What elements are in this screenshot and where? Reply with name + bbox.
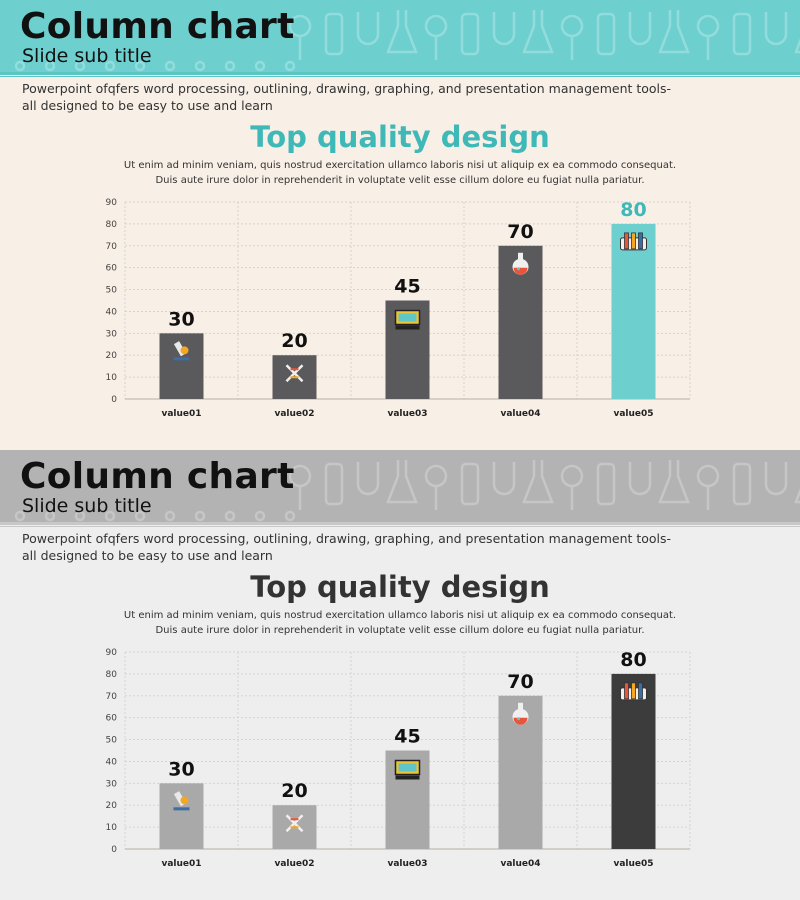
chart-grid (124, 201, 691, 400)
intro-line: all designed to be easy to use and learn (22, 98, 273, 113)
intro-text: Powerpoint ofqfers word processing, outl… (22, 530, 702, 564)
category-label: value02 (274, 409, 314, 419)
y-tick-label: 0 (111, 845, 117, 855)
monitor-icon (394, 309, 421, 330)
y-tick-label: 80 (106, 220, 118, 230)
category-label: value04 (500, 859, 540, 869)
dna-icon (285, 814, 304, 833)
slide-title: Column chart (20, 456, 295, 497)
flask-icon (512, 252, 529, 275)
data-label: 80 (620, 199, 646, 221)
test-tubes-icon (620, 232, 647, 251)
slide-gray: Column chart Slide sub title Powerpoint … (0, 450, 800, 900)
category-label: value05 (613, 409, 653, 419)
y-tick-label: 40 (106, 307, 118, 317)
chart-grid (124, 651, 691, 850)
slide-subtitle: Slide sub title (22, 45, 152, 67)
category-label: value04 (500, 409, 540, 419)
science-pattern-icon (14, 10, 800, 72)
header-rule-thin (0, 76, 800, 77)
chart-description: Ut enim ad minim veniam, quis nostrud ex… (0, 608, 800, 638)
intro-line: all designed to be easy to use and learn (22, 548, 273, 563)
microscope-icon (173, 791, 190, 811)
description-line: Ut enim ad minim veniam, quis nostrud ex… (123, 160, 677, 171)
header-band (0, 0, 800, 72)
y-tick-label: 20 (106, 801, 118, 811)
data-label: 70 (507, 671, 533, 693)
data-label: 20 (281, 330, 307, 352)
y-tick-label: 0 (111, 395, 117, 405)
science-pattern-icon (14, 460, 800, 522)
y-tick-label: 50 (106, 736, 118, 746)
y-tick-label: 70 (106, 692, 118, 702)
column-chart: 0 10 20 30 40 50 60 70 80 90 30 value01 20 value02 45 v… (106, 648, 691, 869)
y-tick-label: 20 (106, 351, 118, 361)
dna-icon (285, 364, 304, 383)
bar-value01 (159, 333, 204, 399)
category-label: value03 (387, 409, 427, 419)
slide-title: Column chart (20, 6, 295, 47)
y-tick-label: 80 (106, 670, 118, 680)
y-tick-label: 60 (106, 264, 118, 274)
data-label: 80 (620, 649, 646, 671)
y-tick-label: 90 (106, 648, 118, 658)
data-label: 70 (507, 221, 533, 243)
y-tick-label: 50 (106, 286, 118, 296)
description-line: Duis aute irure dolor in reprehenderit i… (155, 175, 645, 186)
category-label: value03 (387, 859, 427, 869)
data-label: 30 (168, 308, 194, 330)
y-tick-label: 90 (106, 198, 118, 208)
bar-value05 (611, 223, 656, 399)
bar-value01 (159, 783, 204, 849)
header-band (0, 450, 800, 522)
data-label: 20 (281, 780, 307, 802)
bar-value05 (611, 673, 656, 849)
category-label: value01 (161, 859, 201, 869)
description-line: Ut enim ad minim veniam, quis nostrud ex… (123, 610, 677, 621)
y-tick-label: 60 (106, 714, 118, 724)
flask-icon (512, 702, 529, 725)
data-label: 45 (394, 276, 420, 298)
chart-description: Ut enim ad minim veniam, quis nostrud ex… (0, 158, 800, 188)
y-tick-label: 10 (106, 373, 118, 383)
slide-subtitle: Slide sub title (22, 495, 152, 517)
test-tubes-icon (620, 682, 647, 701)
intro-line: Powerpoint ofqfers word processing, outl… (22, 531, 672, 546)
header-rule-thin (0, 526, 800, 527)
y-tick-label: 30 (106, 329, 118, 339)
y-tick-label: 30 (106, 779, 118, 789)
category-label: value01 (161, 409, 201, 419)
category-label: value05 (613, 859, 653, 869)
slide-teal: Column chart Slide sub title Powerpoint … (0, 0, 800, 450)
category-label: value02 (274, 859, 314, 869)
microscope-icon (173, 341, 190, 361)
column-chart: 0 10 20 30 40 50 60 70 80 90 30 value01 20 value02 45 v… (106, 198, 691, 419)
y-tick-label: 70 (106, 242, 118, 252)
y-tick-label: 40 (106, 757, 118, 767)
intro-text: Powerpoint ofqfers word processing, outl… (22, 80, 702, 114)
data-label: 30 (168, 758, 194, 780)
y-tick-label: 10 (106, 823, 118, 833)
monitor-icon (394, 759, 421, 780)
intro-line: Powerpoint ofqfers word processing, outl… (22, 81, 672, 96)
data-label: 45 (394, 726, 420, 748)
header-rule (0, 522, 800, 525)
header-rule (0, 72, 800, 75)
chart-heading: Top quality design (250, 570, 550, 604)
description-line: Duis aute irure dolor in reprehenderit i… (155, 625, 645, 636)
chart-heading: Top quality design (250, 120, 550, 154)
